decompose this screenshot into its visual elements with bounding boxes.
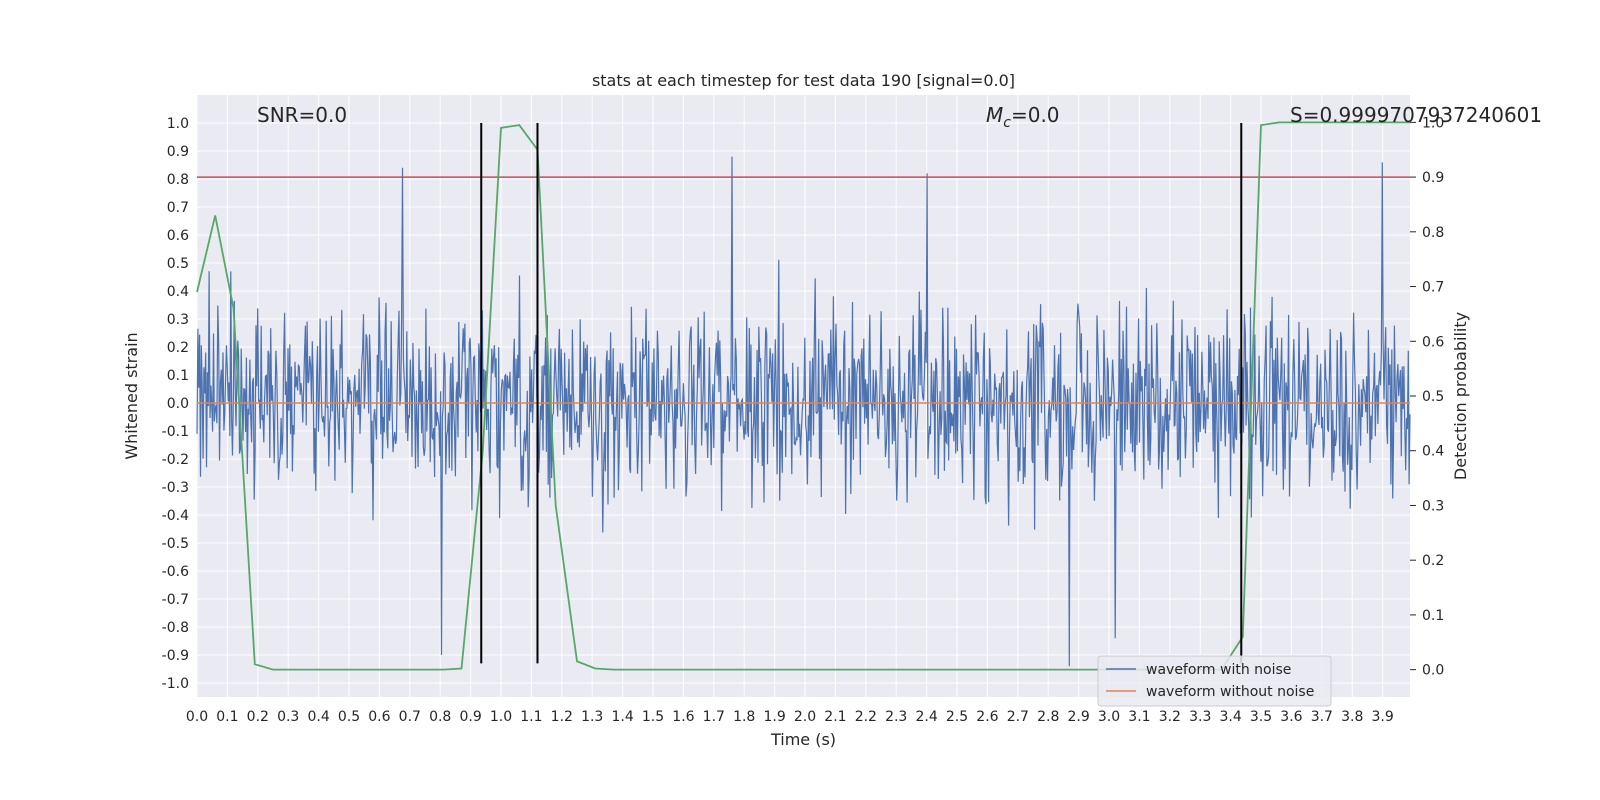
y-tick-label: -0.2 (162, 452, 189, 468)
x-tick-label: 1.5 (642, 709, 664, 725)
x-tick-label: 2.2 (855, 709, 877, 725)
mc-subscript: c (1003, 115, 1011, 131)
y2-tick-label: 0.6 (1422, 334, 1444, 350)
x-tick-label: 0.4 (307, 709, 329, 725)
y-tick-label: 0.8 (167, 172, 189, 188)
x-tick-label: 1.9 (763, 709, 785, 725)
y2-tick-label: 0.5 (1422, 389, 1444, 405)
waveform-with-noise-line (196, 156, 1411, 667)
y-tick-label: -0.6 (162, 564, 189, 580)
x-tick-label: 3.3 (1189, 709, 1211, 725)
x-tick-label: 3.9 (1372, 709, 1394, 725)
y2-tick-label: 1.0 (1422, 115, 1444, 131)
y2-tick-label: 0.2 (1422, 553, 1444, 569)
legend: waveform with noise waveform without noi… (1097, 655, 1332, 707)
x-tick-label: 2.5 (946, 709, 968, 725)
x-tick-label: 3.8 (1341, 709, 1363, 725)
x-tick-label: 2.8 (1037, 709, 1059, 725)
x-tick-label: 1.8 (733, 709, 755, 725)
x-tick-label: 0.0 (186, 709, 208, 725)
x-tick-label: 3.7 (1311, 709, 1333, 725)
y-tick-label: 0.3 (167, 312, 189, 328)
y-tick-label: 0.0 (167, 396, 189, 412)
chart-title: stats at each timestep for test data 190… (592, 71, 1015, 90)
x-tick-label: 3.5 (1250, 709, 1272, 725)
y-tick-label: 0.9 (167, 144, 189, 160)
x-tick-label: 2.0 (794, 709, 816, 725)
x-tick-label: 0.5 (338, 709, 360, 725)
x-tick-label: 0.7 (399, 709, 421, 725)
x-axis-label: Time (s) (770, 730, 836, 749)
waveform-with-noise-series (196, 156, 1411, 667)
y-axis-ticks: 1.0 0.9 0.8 0.7 0.6 0.5 0.4 0.3 0.2 0.1 0.0 -0.1 -0.… (162, 116, 189, 692)
x-tick-label: 3.2 (1159, 709, 1181, 725)
x-tick-label: 0.6 (368, 709, 390, 725)
x-tick-label: 1.7 (703, 709, 725, 725)
x-tick-label: 3.0 (1098, 709, 1120, 725)
mc-annotation: Mc=0.0 (986, 103, 1060, 131)
y-tick-label: 0.2 (167, 340, 189, 356)
x-tick-label: 2.7 (1007, 709, 1029, 725)
x-tick-label: 3.6 (1280, 709, 1302, 725)
y-tick-label: -0.9 (162, 648, 189, 664)
y-tick-label: -0.7 (162, 592, 189, 608)
y2-tick-label: 0.9 (1422, 170, 1444, 186)
legend-box (1097, 655, 1332, 707)
legend-label-noise: waveform with noise (1146, 662, 1291, 678)
y-tick-label: 0.6 (167, 228, 189, 244)
x-tick-label: 2.4 (915, 709, 937, 725)
x-axis-ticks: 0.0 0.1 0.2 0.3 0.4 0.5 0.6 0.7 0.8 0.9 1.0 1.1 1.2 1… (186, 709, 1394, 725)
y-tick-label: -0.4 (162, 508, 189, 524)
y-tick-label: -0.8 (162, 620, 189, 636)
x-tick-label: 1.6 (672, 709, 694, 725)
x-tick-label: 2.3 (885, 709, 907, 725)
vertical-markers (480, 123, 1243, 664)
x-tick-label: 2.6 (976, 709, 998, 725)
x-tick-label: 1.2 (551, 709, 573, 725)
x-tick-label: 1.1 (520, 709, 542, 725)
x-tick-label: 1.4 (611, 709, 633, 725)
y-tick-label: 0.1 (167, 368, 189, 384)
x-tick-label: 0.3 (277, 709, 299, 725)
mc-value: =0.0 (1011, 103, 1060, 127)
s-annotation: S=0.9999707937240601 (1290, 103, 1542, 127)
y-tick-label: -1.0 (162, 676, 189, 692)
x-tick-label: 3.1 (1128, 709, 1150, 725)
y-tick-label: -0.5 (162, 536, 189, 552)
mc-symbol: M (986, 103, 1003, 127)
x-tick-label: 0.9 (459, 709, 481, 725)
x-tick-label: 1.0 (490, 709, 512, 725)
x-tick-label: 2.1 (824, 709, 846, 725)
y-tick-label: 0.7 (167, 200, 189, 216)
y-axis-label: Whitened strain (122, 332, 141, 459)
snr-annotation: SNR=0.0 (257, 103, 347, 127)
y2-axis-label: Detection probability (1451, 312, 1470, 480)
x-tick-label: 3.4 (1220, 709, 1242, 725)
x-tick-label: 0.2 (247, 709, 269, 725)
y-tick-label: 1.0 (167, 116, 189, 132)
y2-tick-label: 0.3 (1422, 498, 1444, 514)
x-tick-label: 0.1 (216, 709, 238, 725)
y-tick-label: -0.3 (162, 480, 189, 496)
y-tick-label: 0.4 (167, 284, 189, 300)
x-tick-label: 0.8 (429, 709, 451, 725)
y2-tick-label: 0.4 (1422, 444, 1444, 460)
x-tick-label: 1.3 (581, 709, 603, 725)
x-tick-label: 2.9 (1067, 709, 1089, 725)
y-tick-label: -0.1 (162, 424, 189, 440)
y2-tick-label: 0.8 (1422, 225, 1444, 241)
y2-axis-ticks: 1.0 0.9 0.8 0.7 0.6 0.5 0.4 0.3 0.2 0.1 0.0 (1410, 115, 1444, 679)
y2-tick-label: 0.7 (1422, 280, 1444, 296)
legend-label-clean: waveform without noise (1146, 684, 1314, 700)
y-tick-label: 0.5 (167, 256, 189, 272)
y2-tick-label: 0.1 (1422, 608, 1444, 624)
y2-tick-label: 0.0 (1422, 663, 1444, 679)
